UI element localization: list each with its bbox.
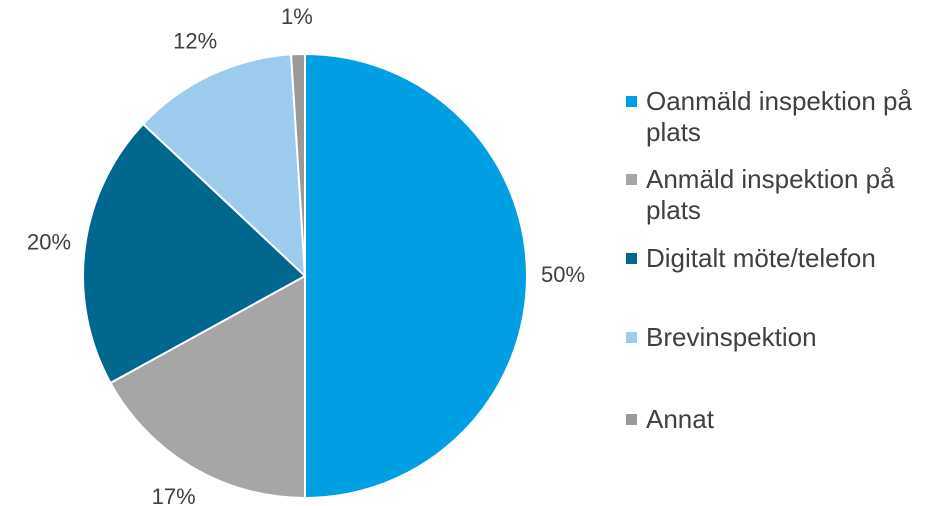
legend-item: Anmäld inspektion på plats: [626, 164, 926, 226]
slice: [304, 52, 528, 500]
legend-label: Anmäld inspektion på plats: [646, 164, 895, 225]
data-label: 50%: [541, 262, 585, 287]
data-label: 12%: [173, 28, 217, 53]
legend-swatch: [626, 332, 637, 343]
legend-item: Annat: [626, 404, 926, 435]
legend-label: Oanmäld inspektion på plats: [646, 86, 912, 147]
legend-swatch: [626, 174, 637, 185]
legend-swatch: [626, 253, 637, 264]
slice: [82, 122, 307, 385]
legend-label: Brevinspektion: [646, 322, 817, 352]
legend-swatch: [626, 414, 637, 425]
data-label: 17%: [152, 484, 196, 506]
slice: [109, 274, 306, 500]
data-label: 1%: [281, 4, 313, 29]
slice: [141, 53, 307, 279]
legend-item: Digitalt möte/telefon: [626, 243, 926, 274]
legend-item: Oanmäld inspektion på plats: [626, 86, 926, 148]
slice: [290, 52, 306, 277]
legend-label: Digitalt möte/telefon: [646, 243, 876, 273]
legend-label: Annat: [646, 404, 714, 434]
legend-swatch: [626, 96, 637, 107]
legend-item: Brevinspektion: [626, 322, 926, 353]
data-label: 20%: [27, 229, 71, 254]
